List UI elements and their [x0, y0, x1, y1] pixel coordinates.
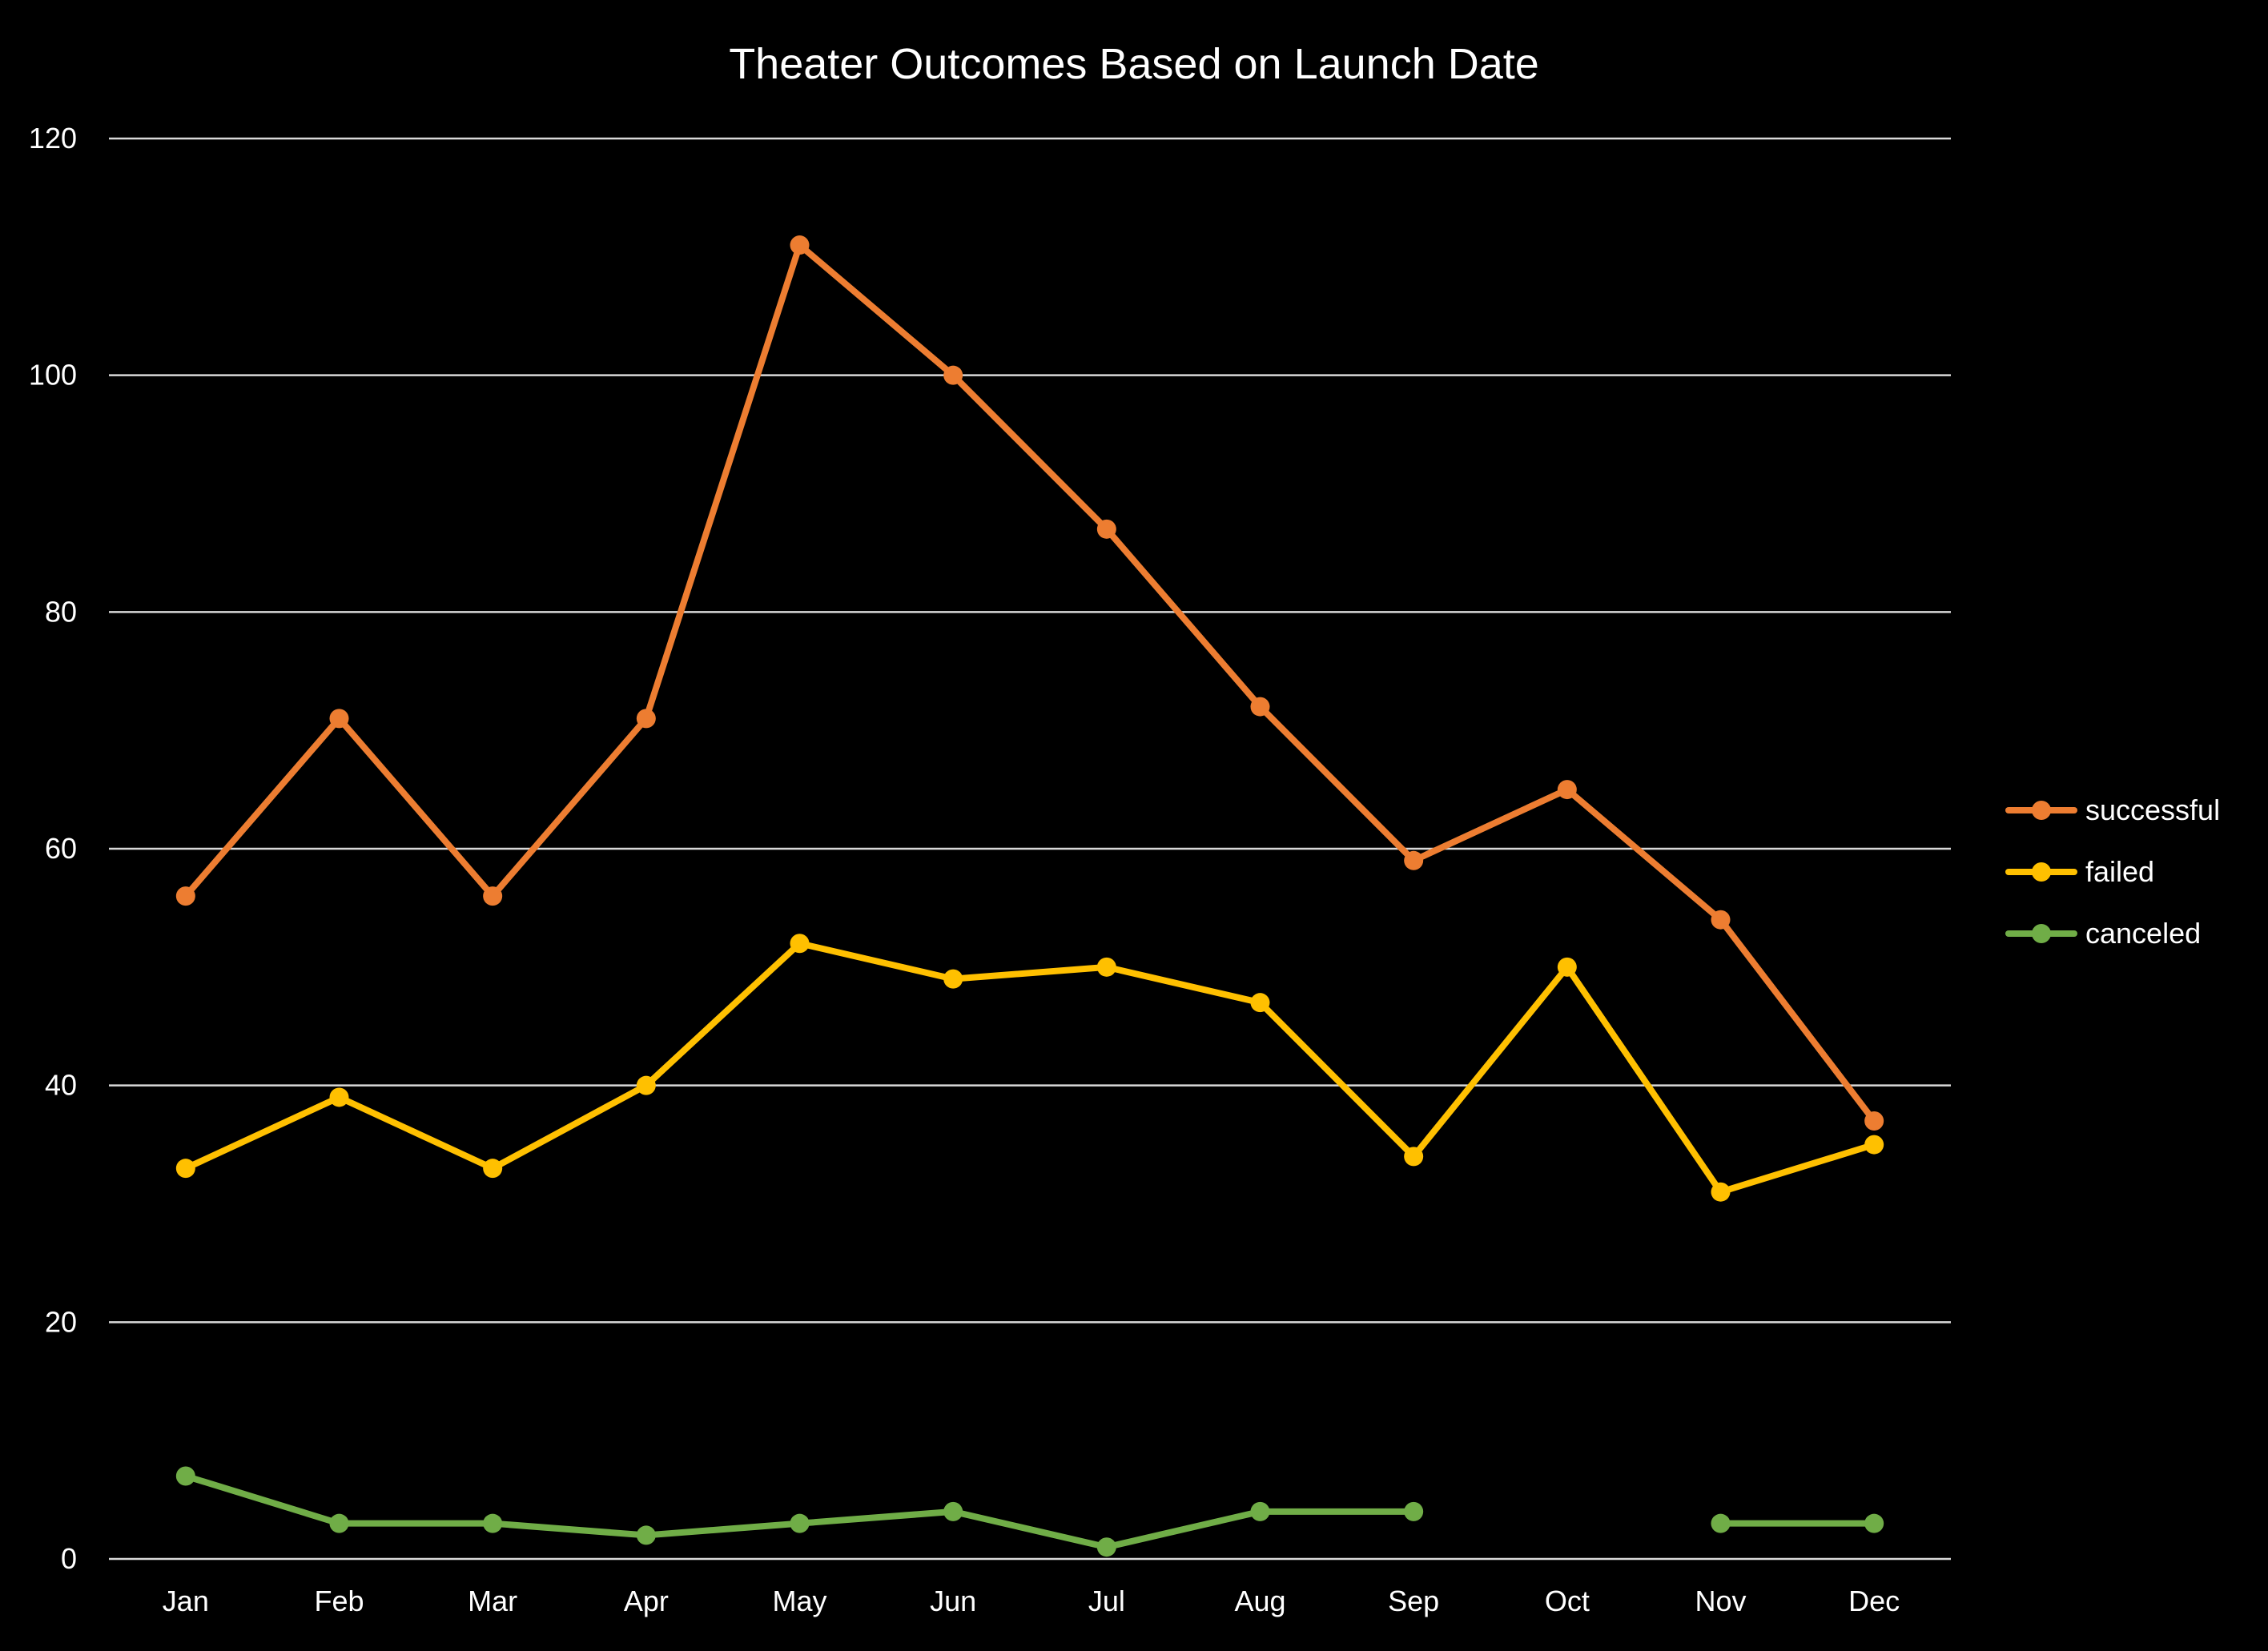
data-point-failed	[1404, 1147, 1424, 1167]
data-point-successful	[1096, 519, 1116, 539]
y-tick-label: 60	[45, 832, 77, 865]
legend-label: failed	[2085, 855, 2154, 888]
data-point-canceled	[790, 1513, 810, 1533]
y-axis-ticks: 0 20 40 60 80 100 120	[29, 122, 77, 1575]
legend-item-successful: successful	[2005, 793, 2220, 826]
data-point-failed	[329, 1087, 349, 1107]
y-tick-label: 80	[45, 595, 77, 628]
legend-item-failed: failed	[2005, 855, 2154, 888]
data-point-canceled	[483, 1513, 503, 1533]
x-tick-label: Nov	[1695, 1585, 1746, 1617]
series-canceled	[175, 1466, 1884, 1557]
series-successful	[175, 235, 1884, 1131]
series-layer	[175, 235, 1884, 1557]
y-tick-label: 0	[61, 1542, 77, 1575]
x-tick-label: Mar	[468, 1585, 517, 1617]
y-tick-label: 100	[29, 359, 77, 392]
data-point-successful	[636, 709, 656, 729]
data-point-canceled	[1096, 1537, 1116, 1557]
x-tick-label: Oct	[1545, 1585, 1590, 1617]
x-tick-label: Jul	[1088, 1585, 1125, 1617]
x-tick-label: Aug	[1234, 1585, 1285, 1617]
legend-item-canceled: canceled	[2005, 917, 2201, 950]
legend: successful failed canceled	[2005, 793, 2220, 950]
data-point-successful	[329, 709, 349, 729]
data-point-successful	[175, 886, 195, 906]
series-failed	[175, 934, 1884, 1202]
data-point-canceled	[636, 1525, 656, 1545]
data-point-successful	[1404, 850, 1424, 870]
data-point-failed	[1096, 957, 1116, 977]
data-point-canceled	[175, 1466, 195, 1486]
data-point-failed	[1250, 993, 1270, 1013]
x-tick-label: Feb	[314, 1585, 364, 1617]
series-line-successful	[182, 242, 1878, 1125]
data-point-failed	[175, 1159, 195, 1179]
x-tick-label: Sep	[1388, 1585, 1439, 1617]
gridlines	[109, 137, 1951, 1561]
data-point-canceled	[943, 1501, 963, 1521]
x-tick-label: Dec	[1848, 1585, 1900, 1617]
data-point-canceled	[1711, 1513, 1731, 1533]
x-tick-label: Jan	[163, 1585, 209, 1617]
y-tick-label: 40	[45, 1069, 77, 1102]
x-tick-label: Jun	[930, 1585, 976, 1617]
data-point-canceled	[1864, 1513, 1884, 1533]
data-point-failed	[790, 934, 810, 954]
data-point-canceled	[1404, 1501, 1424, 1521]
data-point-failed	[943, 969, 963, 989]
data-point-successful	[790, 235, 810, 255]
legend-swatch-marker	[2032, 862, 2051, 882]
data-point-failed	[483, 1159, 503, 1179]
data-point-failed	[1557, 957, 1577, 977]
data-point-failed	[1711, 1182, 1731, 1202]
data-point-successful	[483, 886, 503, 906]
data-point-successful	[1250, 697, 1270, 717]
legend-label: canceled	[2085, 917, 2201, 950]
data-point-canceled	[1250, 1501, 1270, 1521]
series-line-failed	[182, 940, 1878, 1195]
data-point-successful	[1557, 780, 1577, 800]
legend-label: successful	[2085, 793, 2220, 826]
data-point-failed	[1864, 1135, 1884, 1155]
data-point-canceled	[329, 1513, 349, 1533]
legend-swatch-marker	[2032, 924, 2051, 943]
data-point-failed	[636, 1075, 656, 1095]
chart-title: Theater Outcomes Based on Launch Date	[729, 40, 1539, 88]
x-tick-label: May	[772, 1585, 826, 1617]
y-tick-label: 120	[29, 122, 77, 155]
data-point-successful	[943, 365, 963, 385]
x-axis-ticks: Jan Feb Mar Apr May Jun Jul Aug Sep Oct Nov Dec	[163, 1585, 1900, 1617]
x-tick-label: Apr	[624, 1585, 669, 1617]
data-point-successful	[1864, 1111, 1884, 1131]
legend-swatch-marker	[2032, 801, 2051, 820]
y-tick-label: 20	[45, 1305, 77, 1338]
data-point-successful	[1711, 910, 1731, 930]
